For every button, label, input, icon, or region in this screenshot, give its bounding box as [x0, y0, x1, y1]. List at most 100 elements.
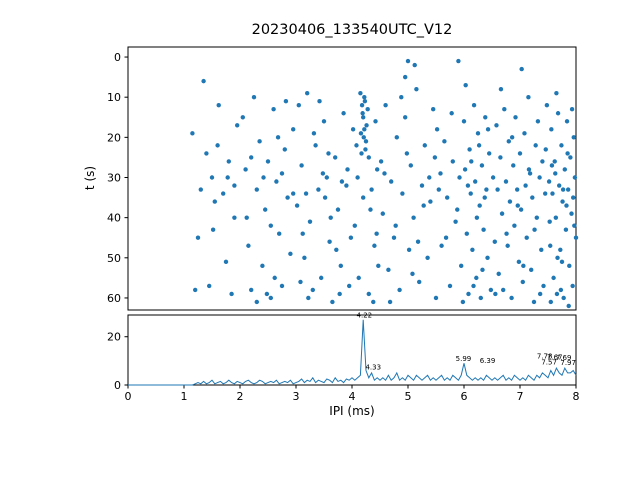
- peak-annotation: 7.67: [547, 353, 563, 361]
- peak-annotation: 6.39: [480, 357, 496, 365]
- scatter-point: [442, 139, 447, 144]
- scatter-point: [485, 255, 490, 261]
- scatter-point: [393, 223, 398, 228]
- scatter-point: [550, 191, 555, 196]
- scatter-point: [221, 191, 226, 196]
- scatter-point: [492, 239, 497, 244]
- scatter-point: [522, 131, 527, 136]
- peak-annotation: 7.97: [560, 359, 576, 367]
- scatter-point: [268, 295, 273, 301]
- scatter-point: [254, 187, 259, 192]
- scatter-point: [511, 163, 516, 168]
- scatter-point: [432, 155, 438, 160]
- scatter-point: [415, 239, 421, 244]
- scatter-point: [326, 151, 331, 156]
- scatter-point: [403, 115, 408, 120]
- scatter-point: [354, 143, 359, 148]
- scatter-point: [335, 207, 341, 212]
- scatter-point: [322, 195, 328, 200]
- scatter-point: [554, 291, 560, 297]
- scatter-point: [275, 135, 281, 140]
- scatter-point: [209, 175, 215, 180]
- scatter-point: [306, 295, 311, 301]
- scatter-point: [350, 127, 356, 132]
- scatter-point: [439, 243, 444, 248]
- scatter-point: [547, 219, 552, 224]
- scatter-point: [484, 187, 489, 192]
- scatter-point: [361, 195, 366, 200]
- scatter-point: [559, 143, 564, 148]
- scatter-point: [305, 90, 310, 96]
- scatter-point: [347, 283, 352, 289]
- scatter-point: [568, 155, 573, 160]
- y-tick-label: 0: [114, 51, 121, 64]
- scatter-point: [505, 243, 510, 248]
- scatter-point: [414, 86, 419, 92]
- scatter-point: [333, 155, 338, 160]
- scatter-point: [571, 135, 576, 140]
- scatter-point: [328, 215, 333, 220]
- scatter-point: [495, 187, 500, 192]
- scatter-point: [362, 99, 368, 104]
- scatter-point: [378, 159, 384, 164]
- scatter-point: [364, 123, 369, 128]
- scatter-point: [307, 219, 313, 224]
- scatter-point: [520, 279, 525, 285]
- scatter-point: [548, 299, 553, 305]
- scatter-point: [561, 295, 566, 301]
- scatter-point: [499, 211, 505, 216]
- scatter-point: [567, 263, 572, 269]
- chart-title: 20230406_133540UTC_V12: [251, 22, 453, 38]
- scatter-point: [240, 115, 245, 120]
- y-tick-label: 30: [107, 171, 121, 184]
- scatter-point: [212, 199, 217, 204]
- scatter-point: [201, 78, 206, 84]
- scatter-point: [263, 207, 268, 212]
- scatter-point: [361, 135, 366, 140]
- scatter-point: [359, 103, 365, 108]
- scatter-point: [490, 175, 496, 180]
- peak-annotation: 7.57: [541, 359, 557, 367]
- bottom-plot-frame: [127, 314, 577, 386]
- scatter-point: [571, 195, 576, 200]
- scatter-point: [404, 151, 410, 156]
- scatter-point: [521, 263, 526, 269]
- scatter-point: [232, 183, 237, 188]
- scatter-point: [271, 107, 276, 112]
- scatter-point: [246, 243, 251, 248]
- scatter-point: [555, 255, 560, 261]
- scatter-point: [360, 111, 365, 116]
- x-tick-label: 7: [517, 390, 524, 403]
- scatter-point: [513, 115, 518, 120]
- scatter-point: [223, 259, 229, 265]
- scatter-point: [362, 94, 367, 100]
- scatter-point: [466, 291, 471, 297]
- scatter-point: [527, 171, 533, 176]
- scatter-point: [371, 299, 376, 305]
- scatter-point: [509, 135, 515, 140]
- scatter-point: [434, 127, 440, 132]
- scatter-point: [330, 299, 335, 305]
- scatter-point: [382, 171, 387, 176]
- scatter-point: [327, 239, 332, 244]
- scatter-point: [436, 187, 441, 192]
- scatter-point: [544, 103, 550, 108]
- scatter-point: [288, 251, 293, 256]
- scatter-point: [480, 267, 485, 273]
- scatter-point: [552, 159, 557, 164]
- scatter-point: [473, 179, 478, 184]
- y-tick-label: 20: [107, 331, 121, 344]
- x-tick-label: 5: [405, 390, 412, 403]
- scatter-point: [471, 283, 476, 289]
- scatter-point: [569, 211, 574, 216]
- scatter-point: [501, 287, 506, 293]
- scatter-point: [359, 151, 364, 156]
- scatter-point: [493, 291, 498, 297]
- scatter-point: [291, 127, 296, 132]
- scatter-point: [541, 283, 546, 289]
- scatter-point: [361, 115, 366, 120]
- scatter-point: [427, 175, 432, 180]
- scatter-point: [365, 107, 370, 112]
- scatter-point: [389, 179, 394, 184]
